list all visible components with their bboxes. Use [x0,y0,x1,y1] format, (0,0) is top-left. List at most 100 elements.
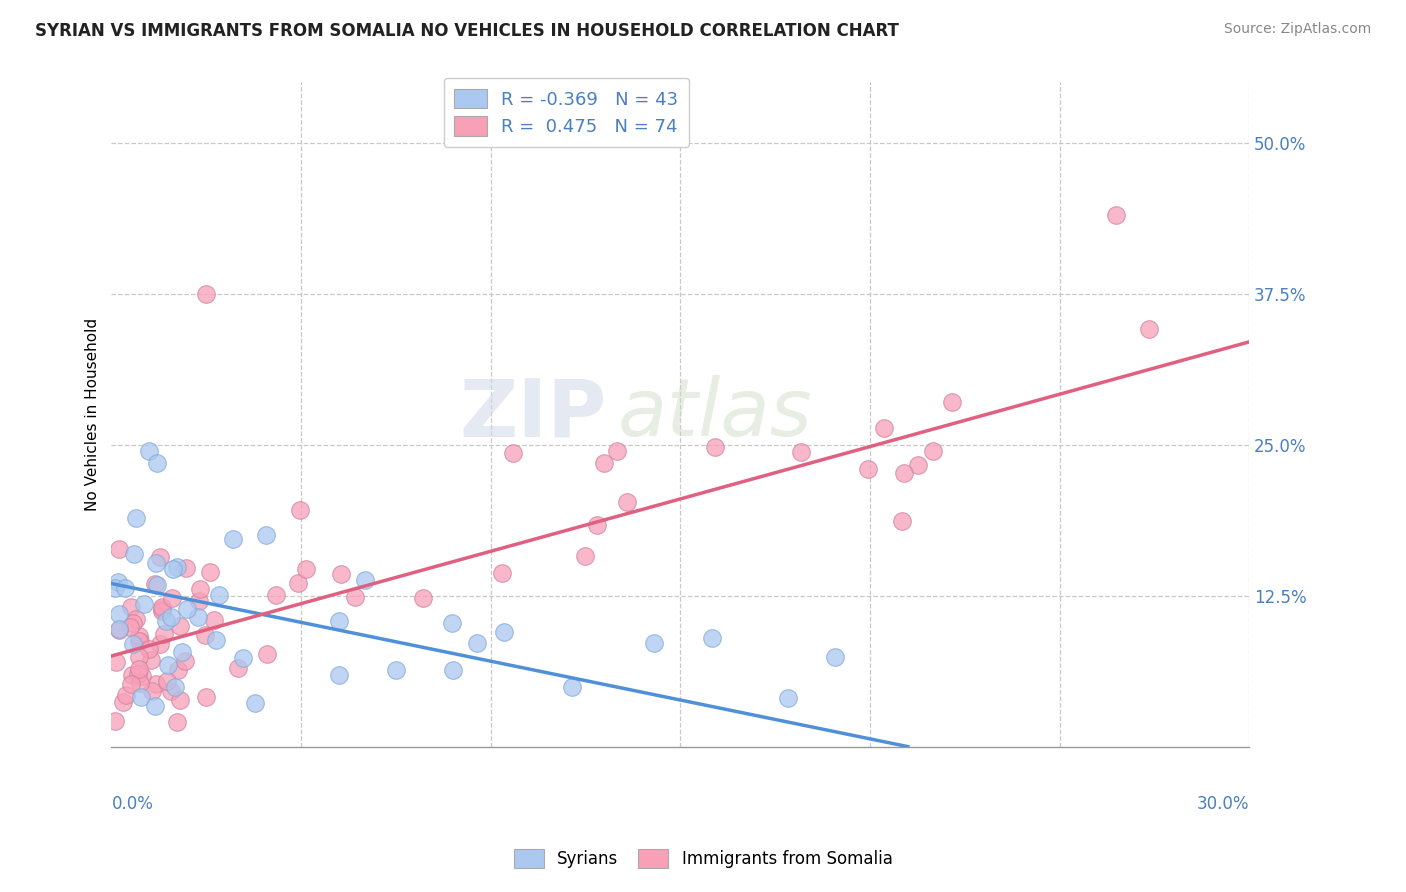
Text: atlas: atlas [617,376,813,453]
Point [169,692,191,706]
Point [150,602,173,616]
Point [152,604,174,618]
Point [893,466,915,480]
Point [174,654,197,668]
Point [170,645,193,659]
Point [107,574,129,589]
Point [491,566,513,580]
Point [138,443,160,458]
Point [146,578,169,592]
Point [129,676,152,690]
Point [145,557,167,571]
Point [643,636,665,650]
Point [907,458,929,472]
Point [108,624,131,638]
Point [176,601,198,615]
Point [108,607,131,621]
Point [1137,322,1160,336]
Point [114,581,136,595]
Point [502,445,524,459]
Point [121,668,143,682]
Point [149,637,172,651]
Point [256,647,278,661]
Point [104,582,127,596]
Point [440,615,463,630]
Point [328,667,350,681]
Point [243,696,266,710]
Point [150,599,173,614]
Point [143,577,166,591]
Point [143,698,166,713]
Point [704,440,727,454]
Point [586,518,609,533]
Point [138,642,160,657]
Point [107,622,129,636]
Point [700,631,723,645]
Point [104,714,127,729]
Point [104,655,127,669]
Text: 30.0%: 30.0% [1197,795,1249,813]
Point [494,624,516,639]
Point [616,495,638,509]
Point [121,615,143,630]
Point [162,562,184,576]
Point [128,634,150,648]
Point [132,597,155,611]
Point [441,663,464,677]
Point [155,614,177,628]
Point [195,286,218,301]
Point [232,650,254,665]
Point [1105,208,1128,222]
Point [295,562,318,576]
Point [290,503,312,517]
Point [108,542,131,557]
Point [467,636,489,650]
Point [160,609,183,624]
Text: 0.0%: 0.0% [111,795,153,813]
Point [120,677,142,691]
Text: SYRIAN VS IMMIGRANTS FROM SOMALIA NO VEHICLES IN HOUSEHOLD CORRELATION CHART: SYRIAN VS IMMIGRANTS FROM SOMALIA NO VEH… [35,22,898,40]
Point [139,652,162,666]
Point [169,618,191,632]
Point [146,456,169,470]
Point [606,443,628,458]
Legend: Syrians, Immigrants from Somalia: Syrians, Immigrants from Somalia [508,843,898,875]
Point [127,667,149,681]
Point [129,690,152,704]
Point [384,663,406,677]
Point [789,444,811,458]
Point [153,627,176,641]
Point [330,567,353,582]
Point [122,636,145,650]
Point [125,612,148,626]
Point [166,560,188,574]
Point [561,681,583,695]
Point [129,633,152,648]
Point [412,591,434,605]
Point [858,462,880,476]
Point [208,588,231,602]
Text: ZIP: ZIP [460,376,606,453]
Point [824,650,846,665]
Legend: R = -0.369   N = 43, R =  0.475   N = 74: R = -0.369 N = 43, R = 0.475 N = 74 [444,78,689,146]
Point [111,695,134,709]
Point [222,532,245,546]
Point [120,620,142,634]
Point [187,610,209,624]
Point [128,629,150,643]
Point [155,673,177,688]
Point [226,661,249,675]
Point [128,650,150,665]
Point [593,456,616,470]
Point [873,421,896,435]
Point [188,582,211,597]
Point [120,600,142,615]
Point [354,573,377,587]
Point [202,613,225,627]
Point [167,663,190,677]
Point [776,690,799,705]
Point [343,590,366,604]
Point [254,528,277,542]
Point [891,514,914,528]
Point [194,690,217,705]
